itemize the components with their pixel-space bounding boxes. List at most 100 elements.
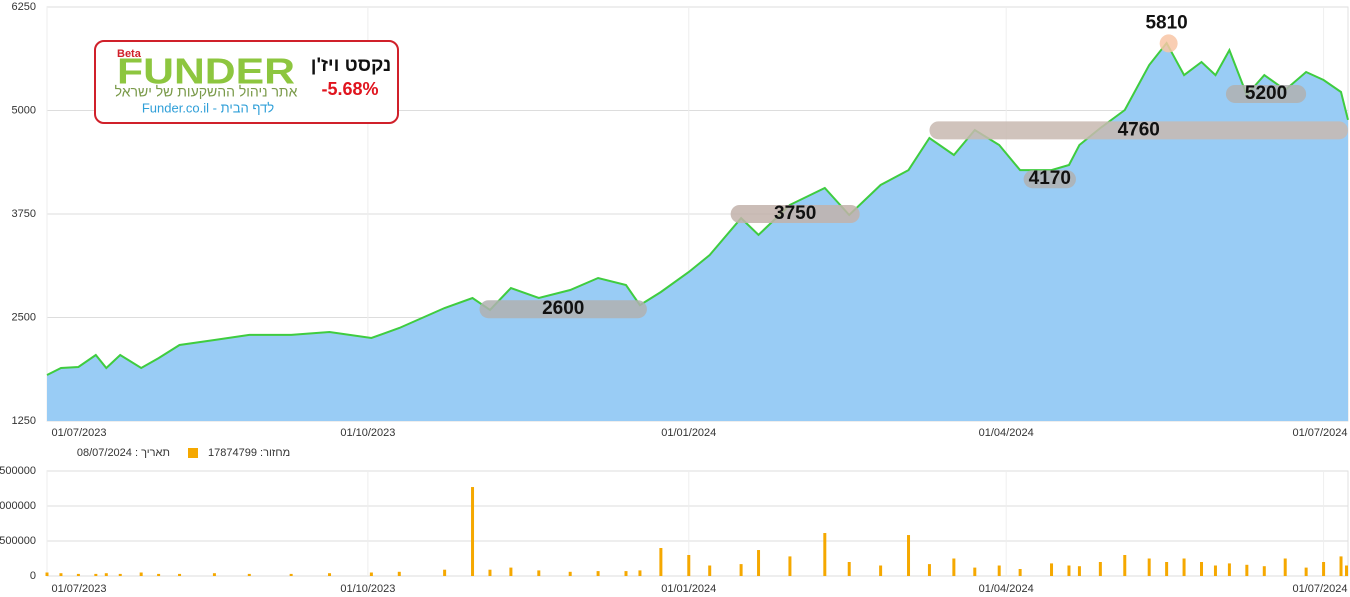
legend-date: תאריך : 08/07/2024 [77, 447, 170, 459]
bar [638, 570, 642, 576]
y-tick-label: 1000000 [0, 500, 36, 512]
x-tick-label: 01/07/2023 [51, 427, 106, 439]
logo-link: Funder.co.il - לדף הבית [142, 100, 274, 115]
logo-brand: FUNDER [117, 51, 295, 92]
stock-change: -5.68% [321, 79, 378, 99]
x-tick-label: 01/07/2023 [51, 583, 106, 595]
level-band [730, 205, 860, 223]
bar [1304, 567, 1308, 576]
y-tick-label: 0 [30, 570, 36, 582]
bar [397, 571, 401, 576]
x-tick-label: 01/01/2024 [661, 583, 716, 595]
bar [443, 569, 447, 576]
bar [757, 550, 761, 576]
plot-area [46, 470, 1349, 577]
y-tick-label: 6250 [12, 1, 36, 13]
bar [1200, 562, 1204, 576]
bar [739, 564, 743, 576]
bar [45, 572, 49, 576]
bar [509, 567, 513, 576]
legend-swatch [188, 448, 198, 458]
bar [139, 572, 143, 576]
x-tick-label: 01/04/2024 [979, 427, 1034, 439]
bar [1147, 558, 1151, 576]
bar [1227, 563, 1231, 576]
bar [118, 573, 122, 576]
level-band [1225, 84, 1307, 103]
bar [247, 573, 251, 576]
bar [823, 533, 827, 576]
level-label: 4170 [1029, 168, 1071, 189]
logo-tagline: אתר ניהול ההשקעות של ישראל [115, 84, 298, 100]
level-label: 5810 [1145, 12, 1187, 33]
logo-beta: Beta [117, 48, 142, 60]
bar [94, 573, 98, 576]
level-label: 2600 [542, 298, 584, 319]
bar [659, 548, 663, 576]
bar [952, 558, 956, 576]
x-tick-label: 01/07/2024 [1292, 427, 1347, 439]
bar [488, 569, 492, 576]
y-tick-label: 500000 [0, 535, 36, 547]
bar [708, 565, 712, 576]
bar [59, 573, 63, 576]
x-tick-label: 01/04/2024 [979, 583, 1034, 595]
bar [369, 572, 373, 576]
bar [1345, 565, 1348, 576]
bar [289, 573, 293, 576]
x-tick-label: 01/10/2023 [340, 583, 395, 595]
bar [1339, 556, 1343, 576]
bar [624, 571, 628, 576]
y-tick-label: 1250 [12, 415, 36, 427]
bar [1182, 558, 1186, 576]
bar [1283, 558, 1287, 576]
bar [788, 556, 792, 576]
y-tick-label: 1500000 [0, 465, 36, 477]
y-tick-label: 3750 [12, 208, 36, 220]
bar [973, 567, 977, 576]
level-label: 3750 [774, 203, 816, 224]
level-band [479, 300, 647, 319]
bar [927, 564, 931, 576]
bar [1123, 555, 1127, 576]
bar [879, 565, 883, 576]
bar [1077, 566, 1081, 576]
bar [907, 535, 911, 576]
line [46, 41, 1349, 376]
y-tick-label: 5000 [12, 104, 36, 116]
stock-name: נקסט ויז'ן [311, 55, 392, 76]
bar [1018, 569, 1022, 576]
bar [1165, 562, 1169, 576]
bar [471, 487, 475, 576]
bar [178, 573, 182, 576]
x-tick-label: 01/07/2024 [1292, 583, 1347, 595]
legend-volume: מחזור: 17874799 [208, 447, 290, 459]
bar [997, 565, 1001, 576]
area [47, 43, 1348, 421]
bar [568, 571, 572, 576]
bar [1067, 565, 1071, 576]
bar [1050, 563, 1054, 576]
bar [687, 555, 691, 576]
bar [1245, 564, 1249, 576]
level-label: 5200 [1245, 83, 1287, 104]
bar [157, 573, 161, 576]
bar [104, 573, 108, 576]
bar [1322, 562, 1326, 576]
bar [537, 570, 541, 576]
bar [1213, 565, 1217, 576]
bar [1262, 566, 1266, 576]
bar [1098, 562, 1102, 576]
level-band [1023, 170, 1076, 189]
y-tick-label: 2500 [12, 311, 36, 323]
bar [76, 573, 80, 576]
bar [328, 573, 332, 576]
x-tick-label: 01/10/2023 [340, 427, 395, 439]
bar [847, 562, 851, 576]
x-tick-label: 01/01/2024 [661, 427, 716, 439]
level-label: 4760 [1118, 119, 1160, 140]
bar [212, 573, 216, 576]
level-band [1159, 34, 1178, 53]
logo-box [94, 40, 399, 124]
